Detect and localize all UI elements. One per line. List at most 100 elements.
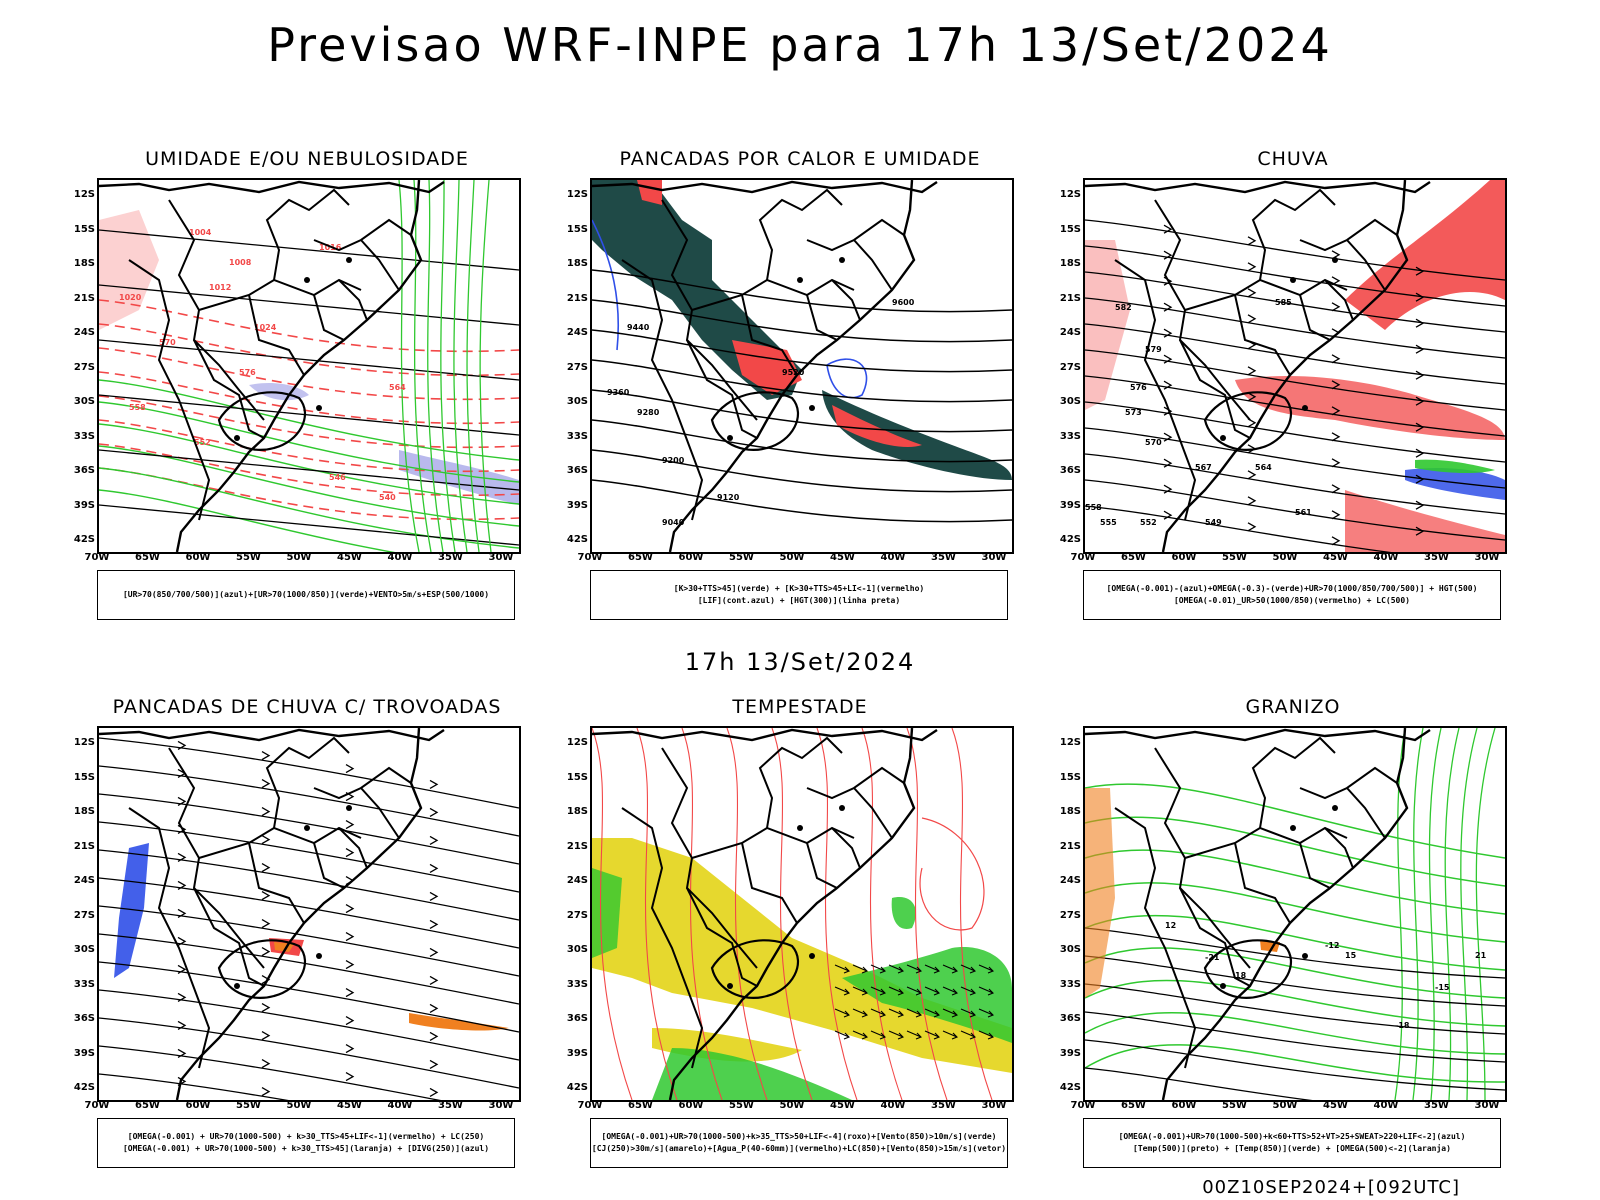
border-line: [313, 218, 412, 252]
contour-label: 558: [129, 403, 146, 412]
lon-tick-label: 40W: [387, 1100, 413, 1111]
contour-lines: [99, 229, 519, 546]
lat-tick-label: 15S: [73, 223, 95, 235]
streamline: [919, 817, 985, 931]
flow-arrow: [1415, 344, 1425, 354]
lat-tick-label: 39S: [1059, 1047, 1081, 1059]
coastline: [592, 728, 938, 1100]
lif-line: [826, 358, 868, 399]
uruguay-outline: [710, 391, 799, 451]
contour-line: [1085, 453, 1505, 515]
lake-marker: [316, 405, 322, 411]
flow-arrow: [177, 880, 187, 890]
contour-line: [99, 445, 519, 527]
lat-tick-label: 12S: [1059, 189, 1081, 200]
uruguay-outline: [710, 939, 799, 999]
contour-label: 576: [1130, 383, 1147, 392]
flow-arrow: [177, 1048, 187, 1058]
border-line: [248, 842, 305, 924]
lon-tick-label: 50W: [1272, 1100, 1298, 1111]
contour-line: [1085, 401, 1505, 463]
lat-tick-label: 33S: [1059, 430, 1081, 442]
lat-tick-label: 33S: [566, 430, 588, 442]
lat-tick-label: 18S: [566, 258, 588, 269]
contour-line: [99, 1045, 442, 1100]
contour-line: [1085, 271, 1505, 333]
lat-tick-label: 18S: [566, 806, 588, 817]
lon-tick-label: 70W: [577, 1100, 603, 1111]
border-line: [1299, 842, 1331, 889]
wind-arrow: [834, 1008, 850, 1018]
lat-tick-label: 12S: [73, 189, 95, 200]
flow-arrow: [177, 740, 187, 750]
contour-label: 549: [1205, 518, 1222, 527]
border-line: [1184, 278, 1348, 311]
lon-tick-label: 50W: [1272, 552, 1298, 563]
flow-arrow: [1331, 484, 1341, 494]
flow-arrow: [261, 947, 271, 957]
contour-line: [1085, 983, 1505, 1035]
contour-label: 561: [1295, 508, 1312, 517]
lake-marker: [304, 277, 310, 283]
streamline: [726, 728, 768, 1100]
lake-marker: [346, 257, 352, 263]
wind-arrow: [888, 1008, 904, 1018]
coastline: [1085, 728, 1431, 1100]
lake-marker: [1332, 805, 1338, 811]
flow-arrow: [177, 936, 187, 946]
lon-tick-label: 40W: [880, 1100, 906, 1111]
temp850-line: [1085, 816, 1505, 887]
lake-marker: [346, 805, 352, 811]
lon-tick-label: 55W: [236, 552, 261, 563]
flow-arrow: [345, 1016, 355, 1026]
border-line: [1179, 339, 1251, 439]
lat-tick-label: 39S: [566, 499, 588, 511]
lat-tick-label: 30S: [1059, 396, 1081, 407]
flow-arrow: [429, 891, 439, 901]
contour-lines: [99, 379, 519, 552]
border-line: [168, 747, 265, 969]
streamline: [951, 728, 993, 1100]
map-canvas: 9600 9520 9440 9360 9280 9200 9120 9040: [592, 180, 1012, 552]
border-line: [853, 787, 893, 839]
map-panel: 9600 9520 9440 9360 9280 9200 9120 9040: [590, 178, 1014, 554]
map-canvas: [99, 728, 519, 1100]
temp850-line: [1085, 1044, 1505, 1083]
border-line: [853, 239, 893, 291]
lat-tick-label: 39S: [73, 1047, 95, 1059]
wind-arrow: [960, 964, 976, 974]
uruguay-outline: [1203, 939, 1292, 999]
contour-label: 546: [329, 473, 346, 482]
wind-arrow: [852, 964, 868, 974]
contour-label: 558: [1085, 503, 1102, 512]
panel-title: TEMPESTADE: [732, 696, 868, 718]
divergence-blue-area: [114, 843, 149, 978]
contour-line: [99, 765, 519, 837]
border-line: [1251, 736, 1336, 829]
lat-tick-label: 18S: [1059, 258, 1081, 269]
panel-title: CHUVA: [1257, 148, 1329, 170]
flow-arrow: [1163, 250, 1173, 260]
lat-tick-label: 15S: [566, 771, 588, 783]
rain-green-area: [1415, 459, 1495, 474]
border-line: [1346, 787, 1386, 839]
flow-arrow: [1415, 448, 1425, 458]
contour-line: [99, 933, 519, 1005]
lat-tick-label: 27S: [1059, 361, 1081, 373]
lon-tick-label: 70W: [84, 1100, 110, 1111]
legend-box: [OMEGA(-0.001) + UR>70(1000-500) + k>30_…: [97, 1118, 515, 1168]
border-line: [1114, 807, 1197, 1069]
flow-arrow: [1415, 370, 1425, 380]
wind-arrow: [906, 986, 922, 996]
lon-tick-label: 40W: [880, 552, 906, 563]
flow-arrow: [1163, 484, 1173, 494]
lon-tick-label: 65W: [628, 1100, 653, 1111]
contour-label: 21: [1475, 951, 1487, 960]
contour-line: [592, 419, 1012, 463]
humidity-green-line: [453, 180, 468, 552]
red-streamlines: [592, 728, 993, 1100]
convective-area-dark: [822, 390, 1012, 480]
lake-marker: [809, 405, 815, 411]
contour-label: 552: [194, 438, 211, 447]
contour-line: [1085, 1011, 1505, 1063]
